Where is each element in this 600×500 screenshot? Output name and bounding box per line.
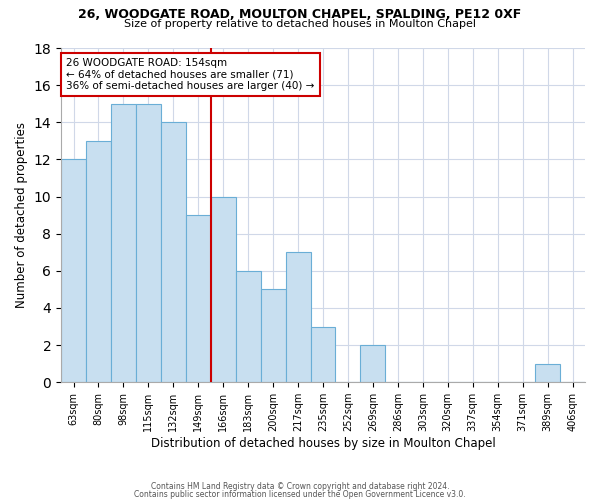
Bar [535, 364, 560, 382]
Bar [361, 345, 385, 382]
Text: Contains HM Land Registry data © Crown copyright and database right 2024.: Contains HM Land Registry data © Crown c… [151, 482, 449, 491]
Bar [311, 326, 335, 382]
Bar [260, 290, 286, 382]
Bar [86, 141, 111, 382]
Text: 26 WOODGATE ROAD: 154sqm
← 64% of detached houses are smaller (71)
36% of semi-d: 26 WOODGATE ROAD: 154sqm ← 64% of detach… [66, 58, 314, 91]
Y-axis label: Number of detached properties: Number of detached properties [15, 122, 28, 308]
Bar [136, 104, 161, 382]
Bar [61, 160, 86, 382]
Text: Size of property relative to detached houses in Moulton Chapel: Size of property relative to detached ho… [124, 19, 476, 29]
Text: Contains public sector information licensed under the Open Government Licence v3: Contains public sector information licen… [134, 490, 466, 499]
Bar [286, 252, 311, 382]
Bar [236, 271, 260, 382]
Bar [186, 215, 211, 382]
Bar [161, 122, 186, 382]
Text: 26, WOODGATE ROAD, MOULTON CHAPEL, SPALDING, PE12 0XF: 26, WOODGATE ROAD, MOULTON CHAPEL, SPALD… [79, 8, 521, 20]
Bar [111, 104, 136, 382]
X-axis label: Distribution of detached houses by size in Moulton Chapel: Distribution of detached houses by size … [151, 437, 496, 450]
Bar [211, 196, 236, 382]
